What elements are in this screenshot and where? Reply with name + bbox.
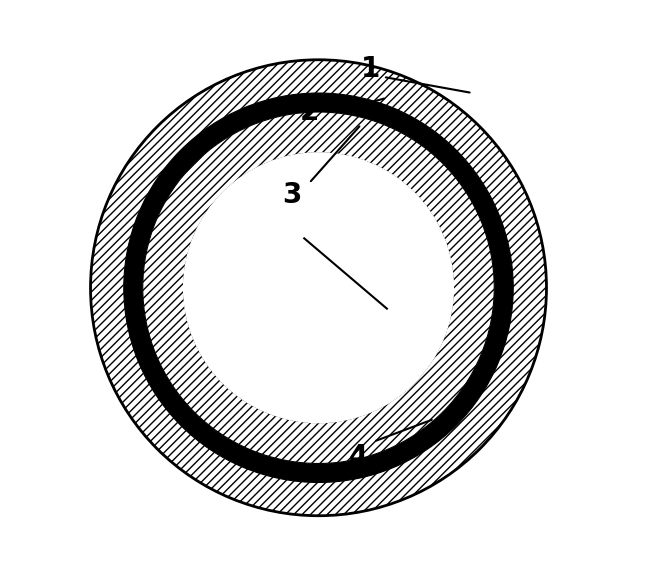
Text: 1: 1: [361, 55, 380, 83]
Circle shape: [184, 153, 453, 423]
Text: 2: 2: [299, 98, 319, 126]
Text: 4: 4: [349, 443, 368, 471]
Text: 3: 3: [282, 181, 302, 209]
